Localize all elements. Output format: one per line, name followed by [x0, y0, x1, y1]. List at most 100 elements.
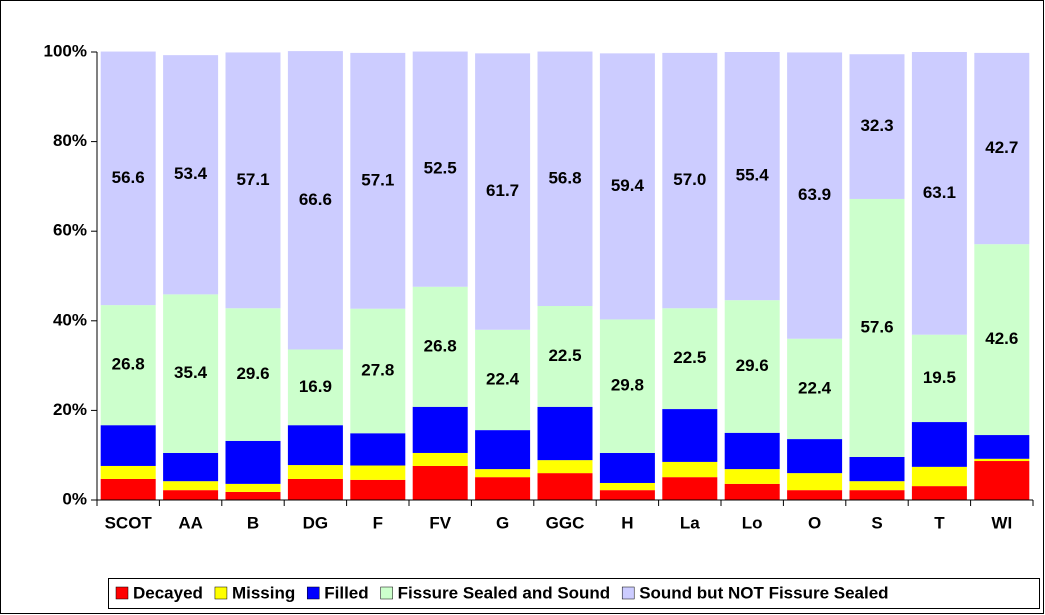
- bar-segment: [537, 473, 593, 500]
- legend-label: Missing: [232, 583, 295, 602]
- bar-segment: [537, 406, 593, 461]
- bar-segment: [724, 52, 780, 301]
- bar-segment: [911, 422, 967, 467]
- bar-segment: [787, 52, 843, 339]
- x-tick-label: SCOT: [105, 513, 153, 532]
- y-tick-label: 80%: [53, 131, 87, 150]
- bar-segment: [849, 198, 905, 457]
- data-label: 26.8: [112, 355, 145, 374]
- data-label: 56.6: [112, 168, 145, 187]
- bar-segment: [911, 486, 967, 500]
- legend-box: [108, 578, 1040, 609]
- data-label: 35.4: [174, 363, 208, 382]
- x-tick-label: WI: [991, 513, 1012, 532]
- data-label: 26.8: [424, 336, 457, 355]
- bar-segment: [475, 53, 531, 330]
- x-tick-label: AA: [178, 513, 203, 532]
- bar-segment: [287, 425, 343, 466]
- bar-segment: [412, 452, 468, 466]
- bar-segment: [537, 460, 593, 474]
- y-tick-label: 100%: [44, 41, 87, 60]
- bar-segment: [724, 483, 780, 500]
- bar-segment: [599, 53, 655, 320]
- bar-segment: [475, 430, 531, 470]
- bar-segment: [225, 308, 281, 441]
- bar-segment: [350, 465, 406, 480]
- data-label: 57.6: [860, 317, 893, 336]
- legend-label: Fissure Sealed and Sound: [398, 583, 611, 602]
- x-tick-label: O: [808, 513, 821, 532]
- bar-segment: [974, 461, 1030, 500]
- bar-segment: [911, 334, 967, 423]
- bar-segment: [974, 244, 1030, 436]
- y-tick-label: 20%: [53, 400, 87, 419]
- bar-segment: [599, 490, 655, 500]
- bar-segment: [537, 51, 593, 307]
- bar-segment: [724, 432, 780, 470]
- legend-swatch: [621, 586, 635, 600]
- bar-segment: [163, 481, 219, 491]
- bar-segment: [287, 465, 343, 479]
- x-tick-label: H: [621, 513, 633, 532]
- bar-segment: [724, 469, 780, 484]
- data-label: 29.6: [236, 364, 269, 383]
- bar-segment: [849, 490, 905, 500]
- x-tick-label: G: [496, 513, 509, 532]
- data-label: 63.1: [923, 183, 956, 202]
- x-tick-label: FV: [429, 513, 451, 532]
- data-label: 66.6: [299, 190, 332, 209]
- data-label: 22.4: [486, 369, 520, 388]
- bar-segment: [849, 54, 905, 199]
- x-tick-label: Lo: [742, 513, 763, 532]
- bar-segment: [787, 473, 843, 491]
- data-label: 16.9: [299, 377, 332, 396]
- bar-segment: [163, 490, 219, 500]
- bar-segment: [225, 440, 281, 484]
- legend-label: Sound but NOT Fissure Sealed: [639, 583, 888, 602]
- data-label: 27.8: [361, 360, 394, 379]
- x-tick-label: F: [373, 513, 383, 532]
- bar-segment: [475, 477, 531, 500]
- bar-segment: [849, 481, 905, 491]
- data-label: 57.1: [236, 170, 269, 189]
- bar-segment: [225, 483, 281, 492]
- legend-swatch: [380, 586, 393, 600]
- bar-segment: [599, 452, 655, 483]
- bar-segment: [599, 482, 655, 491]
- x-tick-label: S: [871, 513, 882, 532]
- bar-segment: [724, 300, 780, 433]
- data-label: 57.0: [673, 170, 706, 189]
- bar-segment: [100, 51, 156, 306]
- bar-segment: [287, 51, 343, 350]
- data-label: 57.1: [361, 170, 394, 189]
- bar-segment: [974, 458, 1030, 462]
- bar-segment: [599, 319, 655, 453]
- bar-segment: [787, 439, 843, 474]
- data-label: 59.4: [611, 176, 645, 195]
- bar-segment: [974, 52, 1030, 245]
- bar-segment: [225, 52, 281, 309]
- bar-segment: [662, 308, 718, 410]
- bar-segment: [412, 465, 468, 500]
- y-tick-label: 60%: [53, 221, 87, 240]
- data-label: 22.4: [798, 378, 832, 397]
- x-tick-label: DG: [303, 513, 329, 532]
- bar-segment: [911, 466, 967, 487]
- data-label: 53.4: [174, 164, 208, 183]
- bar-segment: [350, 308, 406, 434]
- bar-segment: [287, 349, 343, 426]
- bar-segment: [163, 452, 219, 482]
- x-tick-label: GGC: [546, 513, 585, 532]
- data-label: 42.7: [985, 138, 1018, 157]
- bar-segment: [225, 491, 281, 500]
- bar-segment: [662, 461, 718, 478]
- bar-segment: [163, 294, 219, 453]
- legend-swatch: [214, 586, 228, 600]
- legend-label: Filled: [324, 583, 368, 602]
- data-label: 55.4: [736, 166, 770, 185]
- bar-segment: [100, 478, 156, 500]
- x-tick-label: La: [680, 513, 700, 532]
- bar-segment: [974, 435, 1030, 459]
- x-tick-label: B: [247, 513, 259, 532]
